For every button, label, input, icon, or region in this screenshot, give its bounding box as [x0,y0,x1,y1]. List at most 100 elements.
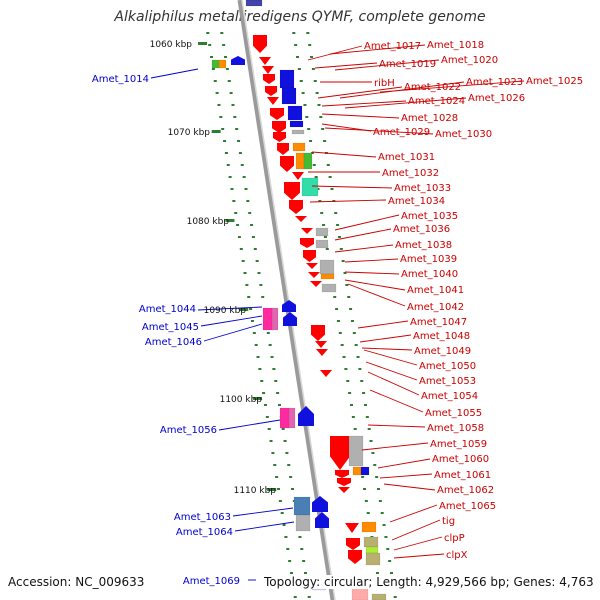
track-dot [339,248,343,250]
track-dot [336,320,340,322]
gene-feature [279,407,291,429]
track-dot [315,92,319,94]
track-dot [219,116,223,118]
gene-label[interactable]: Amet_1046 [145,337,202,348]
gene-feature [303,152,313,170]
gene-label[interactable]: Amet_1033 [394,183,451,194]
track-dot [245,284,249,286]
gene-feature [281,87,297,105]
gene-label[interactable]: Amet_1062 [437,485,494,496]
gene-label[interactable]: Amet_1018 [427,40,484,51]
gene-arrow [284,182,300,200]
connector-line [361,347,413,351]
gene-label[interactable]: Amet_1060 [432,454,489,465]
track-dot [258,368,262,370]
gene-label[interactable]: Amet_1032 [382,168,439,179]
gene-label[interactable]: Amet_1054 [421,391,478,402]
connector-line [200,315,263,327]
track-dot [337,236,341,238]
track-dot [345,284,349,286]
gene-label[interactable]: Amet_1039 [400,254,457,265]
gene-label[interactable]: Amet_1061 [434,470,491,481]
track-dot [307,128,311,130]
gene-feature [295,514,311,532]
track-dot [301,92,305,94]
gene-label[interactable]: Amet_1059 [430,439,487,450]
gene-arrow [312,496,328,512]
gene-label[interactable]: Amet_1022 [404,82,461,93]
gene-label[interactable]: Amet_1023 [466,77,523,88]
connector-line [383,483,436,491]
gene-label[interactable]: Amet_1063 [174,512,231,523]
connector-line [329,44,426,55]
gene-label[interactable]: Amet_1028 [401,113,458,124]
gene-label[interactable]: Amet_1065 [439,501,496,512]
gene-feature [271,307,279,331]
gene-label[interactable]: Amet_1040 [401,269,458,280]
gene-feature [352,466,362,476]
gene-label[interactable]: Amet_1045 [142,322,199,333]
gene-label[interactable]: Amet_1042 [407,302,464,313]
connector-line [391,519,441,541]
gene-label[interactable]: clpP [444,533,465,544]
track-dot [309,140,313,142]
track-dot [238,152,242,154]
track-dot [208,44,212,46]
gene-label[interactable]: clpX [446,550,468,561]
scale-label: 1110 kbp [234,486,277,496]
gene-label[interactable]: Amet_1014 [92,74,149,85]
gene-label[interactable]: Amet_1053 [419,376,476,387]
gene-label[interactable]: Amet_1064 [176,527,233,538]
gene-label[interactable]: Amet_1025 [526,76,583,87]
gene-label[interactable]: ribH [374,78,395,89]
connector-line [344,258,399,263]
gene-label[interactable]: Amet_1031 [378,152,435,163]
track-dot [231,104,235,106]
gene-label[interactable]: Amet_1056 [160,425,217,436]
gene-label[interactable]: Amet_1036 [393,224,450,235]
connector-line [314,62,378,69]
track-dot [307,596,311,598]
gene-label[interactable]: Amet_1069 [183,576,240,587]
gene-label[interactable]: Amet_1044 [139,304,196,315]
gene-label[interactable]: Amet_1049 [414,346,471,357]
gene-arrow [273,132,286,142]
gene-label[interactable]: Amet_1058 [427,423,484,434]
gene-feature [348,435,364,467]
gene-arrow [303,250,316,262]
track-dot [320,212,324,214]
gene-label[interactable]: Amet_1026 [468,93,525,104]
track-dot [330,188,334,190]
gene-label[interactable]: Amet_1017 [364,41,421,52]
gene-arrow [277,143,289,155]
track-dot [271,452,275,454]
gene-label[interactable]: Amet_1019 [379,59,436,70]
gene-label[interactable]: Amet_1029 [373,127,430,138]
track-dot [273,464,277,466]
gene-label[interactable]: Amet_1050 [419,361,476,372]
gene-label[interactable]: Amet_1048 [413,331,470,342]
gene-label[interactable]: tig [442,516,455,527]
gene-label[interactable]: Amet_1024 [408,96,465,107]
track-dot [351,416,355,418]
gene-label[interactable]: Amet_1038 [395,240,452,251]
connector-line [344,271,400,275]
track-dot [304,572,308,574]
track-dot [250,224,254,226]
gene-label[interactable]: Amet_1030 [435,129,492,140]
gene-label[interactable]: Amet_1020 [441,55,498,66]
gene-label[interactable]: Amet_1041 [407,285,464,296]
gene-arrow [253,35,267,53]
gene-label[interactable]: Amet_1035 [401,211,458,222]
track-dot [341,260,345,262]
gene-arrow [320,370,332,377]
track-dot [224,152,228,154]
track-dot [262,392,266,394]
gene-feature [218,59,227,69]
connector-line [389,504,438,523]
scale-ticks: 1060 kbp 1070 kbp 1080 kbp 1090 kbp 1100… [150,40,277,496]
gene-label[interactable]: Amet_1055 [425,408,482,419]
gene-feature [245,0,263,7]
gene-label[interactable]: Amet_1047 [410,317,467,328]
gene-label[interactable]: Amet_1034 [388,196,445,207]
